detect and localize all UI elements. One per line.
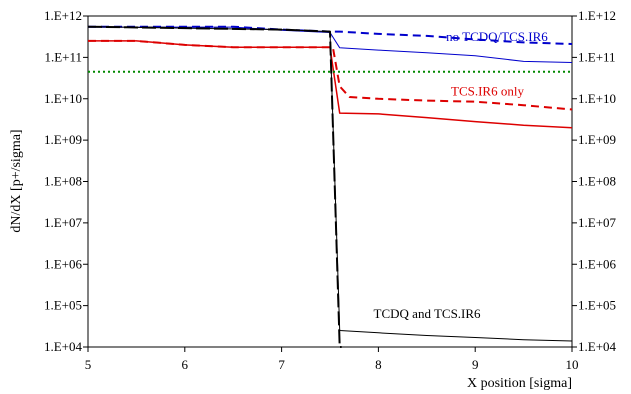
y-tick-label-left: 1.E+05: [44, 298, 82, 313]
y-tick-label-right: 1.E+08: [578, 174, 616, 189]
x-tick-label: 6: [182, 357, 189, 372]
y-axis-title: dN/dX [p+/sigma]: [9, 129, 24, 232]
y-tick-label-left: 1.E+10: [44, 91, 82, 106]
series-line-6: [87, 26, 573, 342]
series-line-2: [88, 26, 573, 63]
y-tick-label-right: 1.E+10: [578, 91, 616, 106]
x-tick-label: 10: [566, 357, 579, 372]
y-tick-label-right: 1.E+09: [578, 132, 616, 147]
x-axis-title: X position [sigma]: [467, 376, 572, 391]
series-layer: [87, 25, 573, 348]
series-line-4: [88, 40, 573, 129]
annotation-layer: no TCDQ/TCS.IR6 TCS.IR6 only TCDQ and TCS.…: [374, 29, 549, 321]
y-tick-label-right: 1.E+11: [578, 49, 616, 64]
x-tick-label: 5: [85, 357, 92, 372]
annotation-3: TCDQ and TCS.IR6: [374, 306, 482, 321]
y-tick-label-left: 1.E+06: [44, 256, 83, 271]
y-tick-label-left: 1.E+04: [44, 339, 83, 354]
y-tick-label-right: 1.E+04: [578, 339, 617, 354]
y-tick-label-left: 1.E+11: [44, 49, 82, 64]
axis-layer: 5 6 7 8 9 10 1.E+12 1.E+12 1.E+11 1.E+11 1.E+10 1.E…: [44, 8, 617, 372]
y-tick-label-left: 1.E+08: [44, 174, 82, 189]
y-tick-label-left: 1.E+09: [44, 132, 82, 147]
y-tick-label-right: 1.E+05: [578, 298, 616, 313]
annotation-2: TCS.IR6 only: [451, 83, 524, 98]
annotation-1: no TCDQ/TCS.IR6: [446, 29, 548, 44]
y-tick-label-right: 1.E+12: [578, 8, 616, 23]
x-tick-label: 8: [375, 357, 382, 372]
x-tick-label: 9: [472, 357, 479, 372]
series-line-1: [88, 25, 573, 45]
y-tick-label-left: 1.E+12: [44, 8, 82, 23]
y-tick-label-right: 1.E+07: [578, 215, 617, 230]
y-tick-label-left: 1.E+07: [44, 215, 83, 230]
plot-area: [87, 15, 573, 348]
y-tick-label-right: 1.E+06: [578, 256, 617, 271]
x-tick-label: 7: [278, 357, 285, 372]
